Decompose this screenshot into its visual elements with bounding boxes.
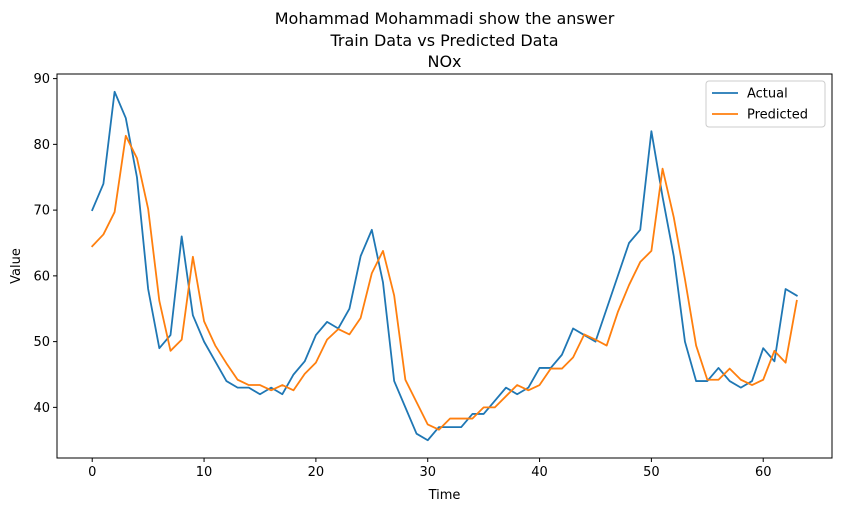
y-tick-label: 40 [33, 401, 50, 416]
series-line-predicted [90, 134, 798, 431]
y-tick-label: 70 [33, 204, 50, 219]
x-axis-ticks: 0 10 20 30 40 50 60 [88, 458, 771, 480]
y-tick-label: 80 [33, 138, 50, 153]
x-tick-label: 30 [419, 465, 436, 480]
chart-title-line-3: NOx [427, 52, 461, 71]
x-tick-label: 10 [196, 465, 213, 480]
chart-title-line-1: Mohammad Mohammadi show the answer [275, 9, 615, 28]
legend-label-actual: Actual [747, 87, 788, 102]
legend: Actual Predicted [705, 80, 826, 128]
x-tick-label: 50 [643, 465, 660, 480]
chart-title-line-2: Train Data vs Predicted Data [329, 31, 558, 50]
x-tick-label: 40 [531, 465, 548, 480]
y-axis-label: Value [9, 248, 24, 284]
y-tick-label: 90 [33, 72, 50, 87]
y-tick-label: 50 [33, 335, 50, 350]
x-tick-label: 60 [755, 465, 772, 480]
legend-label-predicted: Predicted [747, 108, 808, 123]
y-tick-label: 60 [33, 269, 50, 284]
x-tick-label: 20 [308, 465, 325, 480]
series-line-actual [91, 90, 799, 442]
x-axis-label: Time [428, 488, 461, 503]
y-axis-ticks: 40 50 60 70 80 90 [33, 72, 57, 416]
plot-frame [56, 73, 833, 459]
x-tick-label: 0 [88, 465, 96, 480]
series-layer [90, 90, 799, 442]
